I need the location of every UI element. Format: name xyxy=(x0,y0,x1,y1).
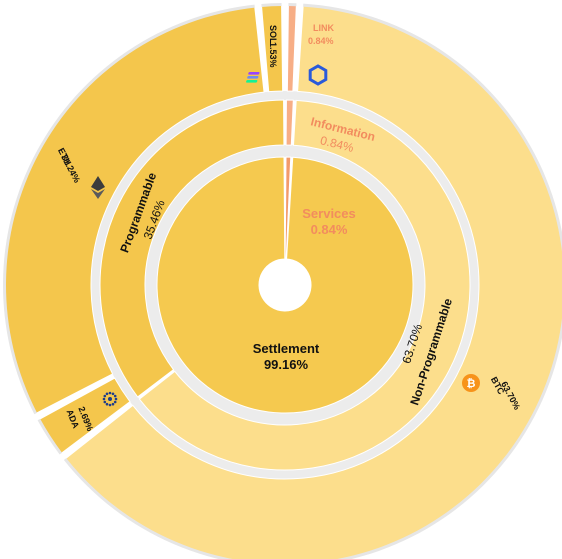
slice-information[interactable] xyxy=(285,99,294,146)
center-hole xyxy=(259,259,311,311)
rim-link xyxy=(288,3,297,7)
separator-ring-2 xyxy=(91,91,479,479)
bitcoin-icon: ₿ xyxy=(462,374,480,392)
separator-ring-1 xyxy=(145,145,425,425)
rim-sol xyxy=(261,3,282,7)
cardano-icon xyxy=(102,391,118,407)
label-settlement-value: 99.16% xyxy=(264,357,309,372)
slice-non-programmable[interactable] xyxy=(138,99,471,471)
label-link: LINK xyxy=(313,23,334,33)
chainlink-icon xyxy=(308,64,328,86)
rim-ada xyxy=(37,418,63,455)
slice-programmable[interactable] xyxy=(99,99,285,398)
solana-icon xyxy=(246,72,260,83)
label-sol-value: 1.53% xyxy=(268,42,278,68)
ethereum-icon xyxy=(91,176,105,199)
label-settlement: Settlement xyxy=(253,341,320,356)
label-sol: SOL xyxy=(268,25,278,44)
label-services: Services xyxy=(302,206,356,221)
svg-text:₿: ₿ xyxy=(467,378,476,390)
label-link-value: 0.84% xyxy=(308,36,334,46)
label-services-value: 0.84% xyxy=(311,222,348,237)
slice-link[interactable] xyxy=(286,2,297,92)
